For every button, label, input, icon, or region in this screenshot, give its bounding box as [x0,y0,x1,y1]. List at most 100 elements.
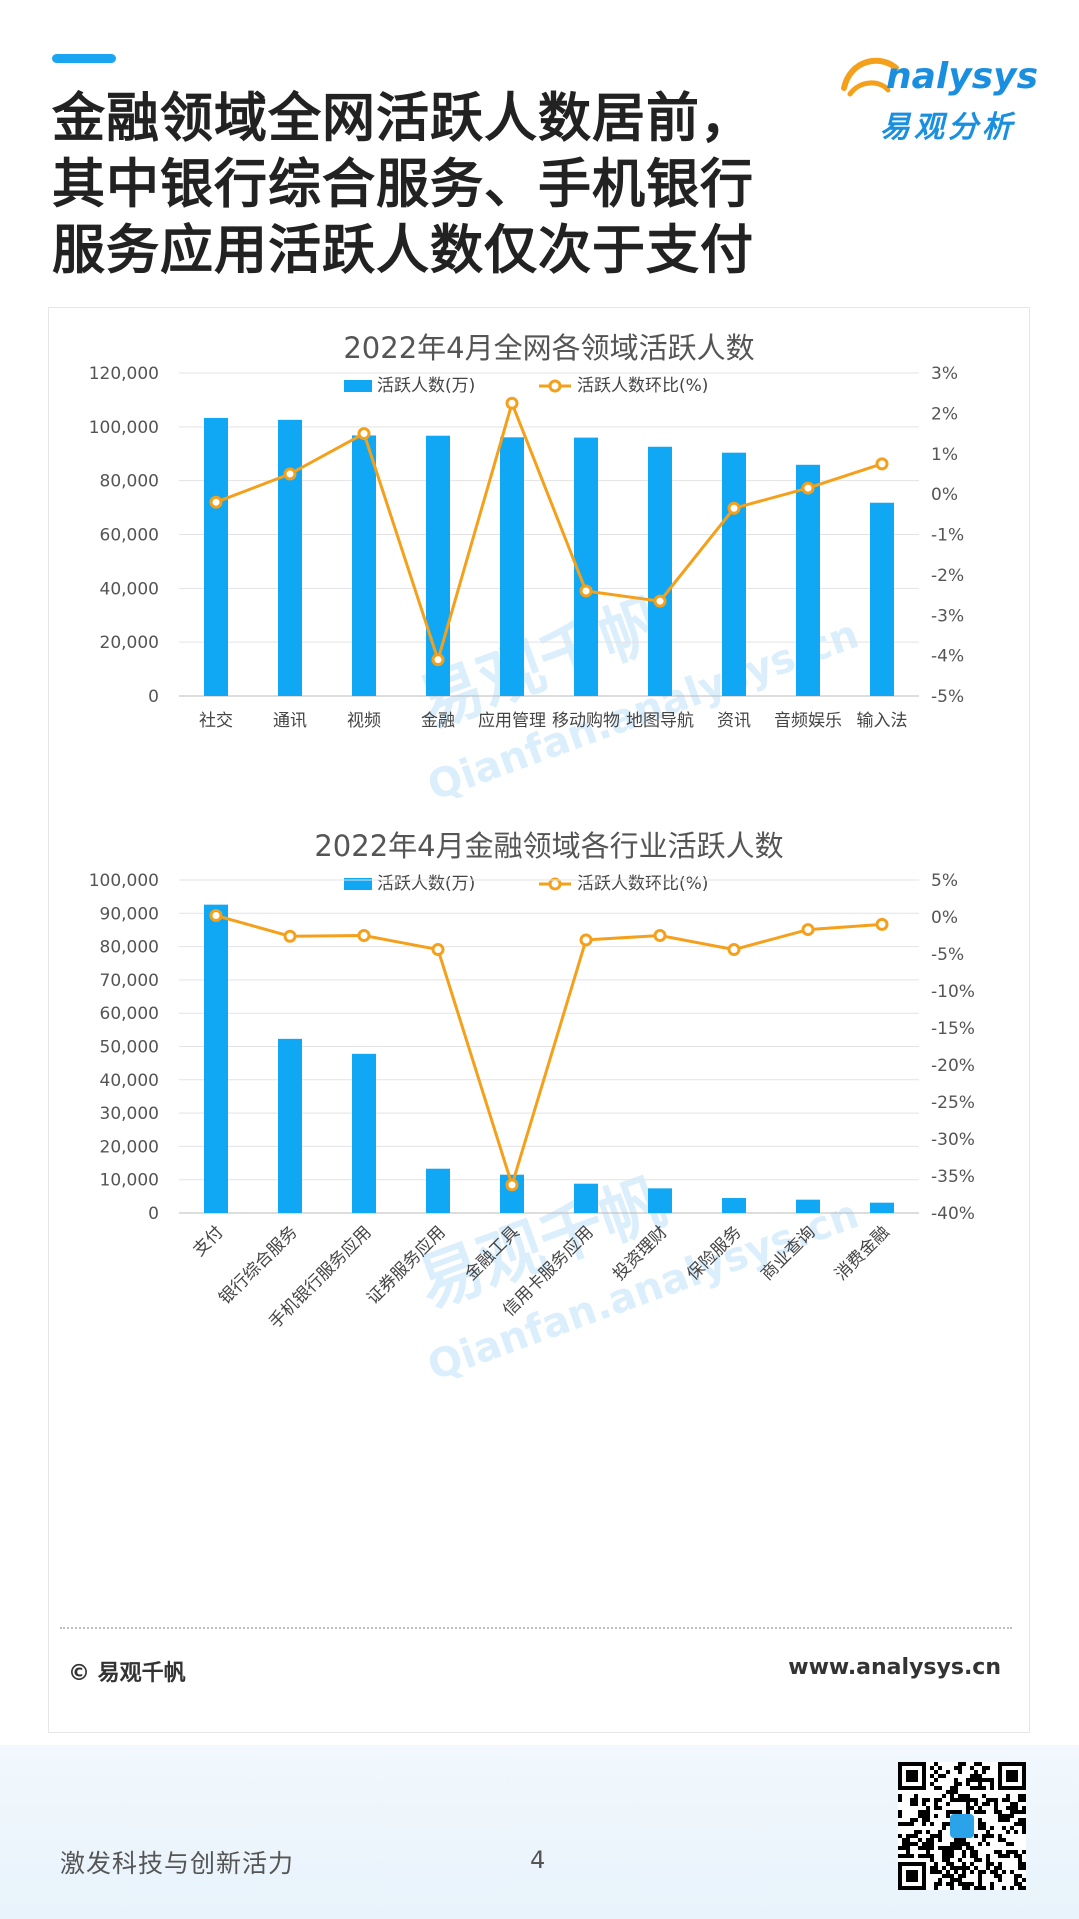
qr-module [910,1834,914,1838]
qr-module [1022,1798,1026,1802]
qr-module [934,1862,938,1866]
qr-module [994,1870,998,1874]
line-point [579,584,593,598]
qr-module [958,1782,962,1786]
x-tick-label: 资讯 [717,711,751,731]
legend-bar-swatch [344,380,372,392]
qr-module [914,1798,918,1802]
qr-module [1002,1838,1006,1842]
bar [352,1053,376,1213]
qr-module [1002,1854,1006,1858]
qr-module [950,1862,954,1866]
website-link[interactable]: www.analysys.cn [788,1655,1001,1680]
qr-module [982,1834,986,1838]
qr-module [990,1870,994,1874]
qr-module [946,1802,950,1806]
bar [204,417,228,696]
y2-tick-label: -4% [931,647,964,667]
qr-module [970,1774,974,1778]
qr-module [990,1882,994,1886]
logo-swoosh-icon [841,57,899,97]
qr-module [1010,1842,1014,1846]
qr-module [1002,1818,1006,1822]
qr-module [918,1814,922,1818]
qr-module [986,1766,990,1770]
qr-module [946,1810,950,1814]
qr-module [926,1850,930,1854]
series-line [215,914,883,1190]
y2-tick-label: -1% [931,526,964,546]
y-tick-label: 50,000 [100,1038,159,1058]
qr-module [982,1766,986,1770]
qr-module [914,1802,918,1806]
qr-module [974,1866,978,1870]
qr-module [910,1854,914,1858]
y2-tick-label: -25% [931,1093,975,1113]
series-line [215,398,883,665]
qr-module [930,1782,934,1786]
qr-module [962,1862,966,1866]
y-tick-label: 60,000 [100,1004,159,1024]
qr-module [946,1846,950,1850]
legend-line-label: 活跃人数环比(%) [577,376,708,396]
y-tick-label: 40,000 [100,1071,159,1091]
line-point [505,1178,519,1192]
qr-module [1014,1806,1018,1810]
qr-module [958,1846,962,1850]
line-point [727,943,741,957]
qr-module [1022,1794,1026,1798]
qr-module [902,1838,906,1842]
qr-module [994,1798,998,1802]
qr-module [1006,1854,1010,1858]
qr-module [970,1854,974,1858]
qr-module [998,1878,1002,1882]
chart-title: 2022年4月全网各领域活跃人数 [343,331,754,365]
analysys-logo: nalysys 易观分析 [840,50,1040,145]
qr-module [898,1798,902,1802]
qr-module [962,1854,966,1858]
y2-tick-label: 1% [931,445,958,465]
qr-module [1018,1810,1022,1814]
y2-tick-label: 0% [931,908,958,928]
legend-bar-label: 活跃人数(万) [377,874,475,894]
qr-module [954,1790,958,1794]
qr-module [1018,1862,1022,1866]
qr-module [938,1766,942,1770]
qr-module [938,1786,942,1790]
qr-module [946,1882,950,1886]
qr-module [930,1822,934,1826]
qr-module [1010,1806,1014,1810]
line-point [357,427,371,441]
qr-module [1022,1826,1026,1830]
qr-module [958,1838,962,1842]
qr-module [946,1850,950,1854]
qr-module [966,1882,970,1886]
y2-tick-label: 0% [931,485,958,505]
qr-module [934,1762,938,1766]
qr-module [910,1798,914,1802]
qr-module [974,1786,978,1790]
qr-module [1006,1842,1010,1846]
qr-module [1006,1830,1010,1834]
qr-module [978,1774,982,1778]
qr-module [1006,1798,1010,1802]
qr-module [1002,1886,1006,1890]
qr-module [950,1810,954,1814]
qr-module [1002,1826,1006,1830]
qr-module [906,1822,910,1826]
qr-center-logo [950,1814,974,1838]
qr-module [1014,1802,1018,1806]
qr-module [902,1846,906,1850]
qr-module [982,1838,986,1842]
qr-module [946,1862,950,1866]
qr-module [934,1814,938,1818]
qr-module [982,1786,986,1790]
qr-module [986,1834,990,1838]
qr-module [926,1814,930,1818]
qr-module [950,1786,954,1790]
qr-module [1006,1850,1010,1854]
bar [648,446,672,696]
qr-module [902,1854,906,1858]
qr-module [1010,1810,1014,1814]
qr-module [962,1874,966,1878]
